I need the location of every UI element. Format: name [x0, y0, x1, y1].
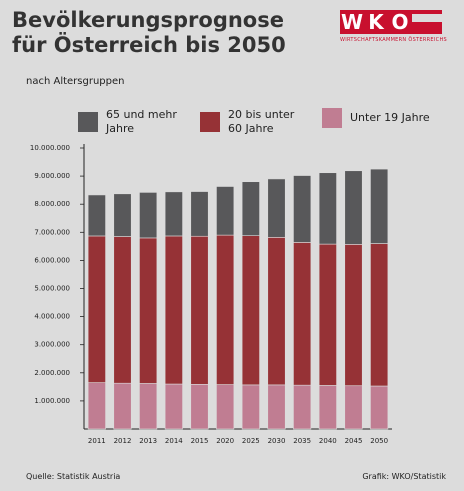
chart-subtitle: nach Altersgruppen — [26, 76, 125, 87]
bar-segment — [241, 181, 260, 236]
bar-segment — [190, 191, 209, 237]
legend-label: 20 bis unter 60 Jahre — [228, 108, 295, 135]
bar-segment — [344, 244, 363, 387]
y-tick-label: 8.000.000 — [34, 200, 70, 208]
y-tick-label: 7.000.000 — [34, 228, 70, 236]
bar-segment — [293, 242, 312, 386]
bar-segment — [139, 192, 158, 239]
bar-segment — [241, 384, 260, 430]
bar-segment — [139, 237, 158, 384]
legend-swatch — [322, 108, 342, 128]
bar-segment — [113, 236, 132, 384]
source: Quelle: Statistik Austria — [26, 472, 121, 481]
legend-label: 65 und mehr Jahre — [106, 108, 177, 135]
x-tick-label: 2015 — [191, 437, 209, 445]
x-tick-label: 2025 — [242, 437, 260, 445]
legend-item: 20 bis unter 60 Jahre — [200, 108, 310, 136]
bar-segment — [344, 385, 363, 430]
x-tick-label: 2013 — [139, 437, 157, 445]
bar-segment — [344, 170, 363, 245]
legend-swatch — [78, 112, 98, 132]
bar-segment — [190, 384, 209, 430]
x-tick-label: 2050 — [370, 437, 388, 445]
logo-letter: K — [364, 10, 388, 34]
bar-segment — [216, 384, 235, 430]
bar-segment — [139, 383, 158, 430]
bar-segment — [87, 382, 106, 430]
logo-bar — [412, 10, 442, 14]
bar-segment — [164, 191, 183, 237]
bar-segment — [318, 385, 337, 430]
logo-bar — [412, 22, 442, 34]
bar-segment — [216, 234, 235, 385]
legend-swatch — [200, 112, 220, 132]
y-tick-label: 9.000.000 — [34, 172, 70, 180]
credit: Grafik: WKO/Statistik — [362, 472, 446, 481]
bar-segment — [267, 384, 286, 430]
y-tick-label: 2.000.000 — [34, 369, 70, 377]
legend-item: Unter 19 Jahre — [322, 108, 442, 128]
x-tick-label: 2030 — [268, 437, 286, 445]
legend-label: Unter 19 Jahre — [350, 111, 430, 124]
x-tick-label: 2035 — [293, 437, 311, 445]
bar-segment — [370, 243, 389, 387]
y-tick-label: 5.000.000 — [34, 285, 70, 293]
chart-title: Bevölkerungsprognose für Österreich bis … — [12, 8, 286, 57]
x-tick-label: 2020 — [216, 437, 234, 445]
logo-letter: O — [388, 10, 412, 34]
bar-segment — [318, 172, 337, 245]
x-tick-label: 2011 — [88, 437, 106, 445]
bar-segment — [293, 384, 312, 430]
logo-letter: W — [340, 10, 364, 34]
bar-segment — [113, 382, 132, 430]
bar-segment — [190, 235, 209, 385]
bar-segment — [216, 186, 235, 236]
bar-segment — [318, 243, 337, 386]
bar-segment — [370, 168, 389, 244]
x-tick-label: 2012 — [114, 437, 132, 445]
bar-segment — [164, 383, 183, 430]
bar-segment — [241, 235, 260, 386]
bar-segment — [87, 235, 106, 383]
y-tick-label: 4.000.000 — [34, 313, 70, 321]
bar-segment — [164, 235, 183, 385]
bar-segment — [370, 385, 389, 430]
logo-text: WIRTSCHAFTSKAMMERN ÖSTERREICHS — [340, 37, 447, 43]
x-tick-label: 2014 — [165, 437, 183, 445]
bar-segment — [87, 194, 106, 237]
bar-segment — [113, 193, 132, 237]
bar-segment — [267, 237, 286, 386]
x-tick-label: 2045 — [345, 437, 363, 445]
legend-item: 65 und mehr Jahre — [78, 108, 178, 136]
y-tick-label: 6.000.000 — [34, 256, 70, 264]
bar-segment — [293, 175, 312, 243]
x-tick-label: 2040 — [319, 437, 337, 445]
y-tick-label: 3.000.000 — [34, 341, 70, 349]
y-tick-label: 10.000.000 — [30, 144, 70, 152]
bar-segment — [267, 178, 286, 238]
y-tick-label: 1.000.000 — [34, 397, 70, 405]
